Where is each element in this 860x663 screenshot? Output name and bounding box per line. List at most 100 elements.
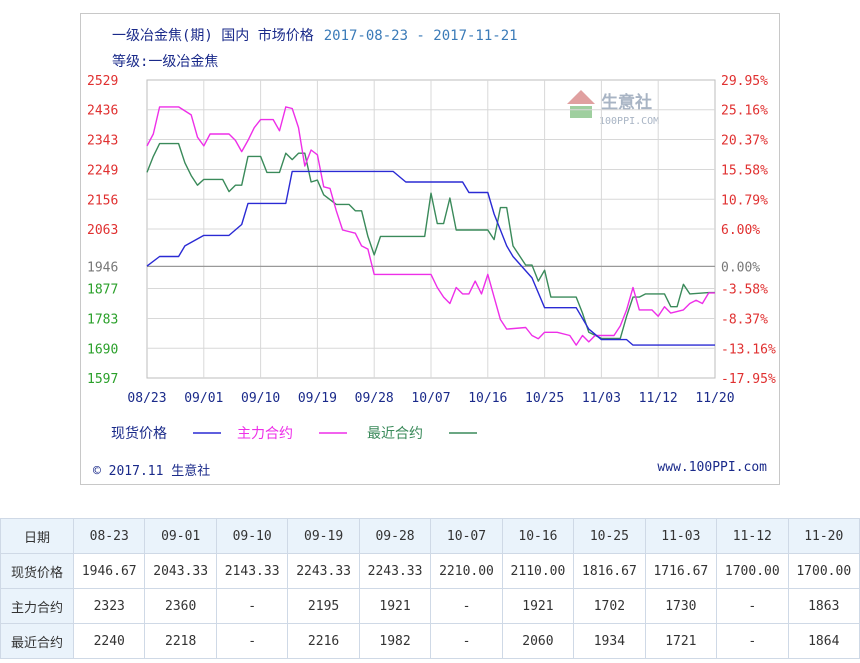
table-cell: 2143.33 — [215, 553, 289, 589]
table-cell: 1730 — [644, 588, 718, 624]
x-tick-label: 09/10 — [241, 391, 280, 406]
y-tick-label-right: -13.16% — [721, 342, 776, 357]
table-cell: 1702 — [573, 588, 646, 624]
table-row: 主力合约 2323 2360-2195 1921-1921 1702 1730-1863 — [0, 588, 860, 624]
x-tick-label: 10/25 — [525, 391, 564, 406]
table-header-date: 09-01 — [144, 518, 217, 554]
table-cell: - — [716, 623, 789, 659]
x-tick-label: 10/16 — [468, 391, 507, 406]
table-cell: 2323 — [72, 588, 146, 624]
x-tick-label: 10/07 — [411, 391, 450, 406]
chart-title: 一级冶金焦(期) 国内 市场价格 — [112, 28, 314, 44]
line-chart: 生意社 100PPI.COM 08/23 09/01 09/10 09/19 09/28 10… — [87, 74, 776, 442]
table-cell: 2210.00 — [430, 553, 503, 589]
y-tick-label-left: 2343 — [87, 133, 118, 148]
table-row-label: 最近合约 — [0, 623, 74, 659]
table-cell: 1921 — [501, 588, 575, 624]
y-tick-label-left: 1946 — [87, 260, 118, 275]
watermark-logo-icon — [567, 90, 595, 104]
table-header-date: 11-03 — [644, 518, 718, 554]
table-cell: - — [430, 623, 503, 659]
y-tick-label-left: 2249 — [87, 164, 118, 179]
table-cell: - — [215, 588, 289, 624]
table-cell: 1863 — [787, 588, 860, 624]
table-cell: 1982 — [358, 623, 432, 659]
price-table: 日期 08-23 09-01 09-10 09-19 09-28 10-07 10-16 10-… — [0, 518, 860, 659]
table-cell: 2110.00 — [501, 553, 575, 589]
y-tick-label-left: 1597 — [87, 372, 118, 387]
table-cell: 1816.67 — [573, 553, 646, 589]
x-tick-label: 11/03 — [582, 391, 621, 406]
y-tick-label-right: 6.00% — [721, 223, 760, 238]
chart-title-line: 一级冶金焦(期) 国内 市场价格 2017-08-23 - 2017-11-21 — [112, 25, 518, 45]
table-cell: - — [716, 588, 789, 624]
y-tick-label-left: 1783 — [87, 313, 118, 328]
series-line-near — [146, 142, 715, 340]
table-header-date: 11-20 — [787, 518, 860, 554]
table-row: 最近合约 2240 2218-2216 1982-2060 1934 1721-1864 — [0, 623, 860, 659]
x-tick-label: 09/01 — [184, 391, 223, 406]
footer-site-link[interactable]: www.100PPI.com — [657, 460, 767, 475]
table-row-label: 主力合约 — [0, 588, 74, 624]
y-tick-label-left: 1877 — [87, 282, 118, 297]
watermark-brand: 生意社 — [601, 92, 652, 113]
x-tick-label: 09/19 — [298, 391, 337, 406]
table-cell: 2060 — [501, 623, 575, 659]
y-tick-label-right: 29.95% — [721, 74, 768, 89]
table-cell: 1716.67 — [644, 553, 718, 589]
table-cell: 1934 — [573, 623, 646, 659]
x-tick-label: 11/12 — [639, 391, 678, 406]
watermark-url: 100PPI.COM — [599, 116, 659, 127]
table-cell: 1946.67 — [72, 553, 146, 589]
footer-copyright: © 2017.11 生意社 — [93, 464, 211, 479]
y-tick-label-left: 2063 — [87, 223, 118, 238]
y-tick-label-right: -17.95% — [721, 372, 776, 387]
y-tick-label-right: -3.58% — [721, 282, 768, 297]
table-cell: 2360 — [144, 588, 217, 624]
table-header-date: 10-25 — [573, 518, 646, 554]
y-tick-label-right: 10.79% — [721, 193, 768, 208]
table-cell: 2240 — [72, 623, 146, 659]
y-tick-label-right: -8.37% — [721, 313, 768, 328]
table-header-date: 09-10 — [215, 518, 289, 554]
y-tick-label-right: 15.58% — [721, 164, 768, 179]
chart-grade: 等级:一级冶金焦 — [112, 54, 219, 70]
table-header-row: 日期 08-23 09-01 09-10 09-19 09-28 10-07 10-16 10-… — [0, 518, 860, 554]
series-line-main — [146, 106, 715, 346]
y-tick-label-left: 2436 — [87, 104, 118, 119]
chart-panel: 一级冶金焦(期) 国内 市场价格 2017-08-23 - 2017-11-21 … — [80, 13, 780, 485]
table-cell: 2243.33 — [358, 553, 432, 589]
table-header-label: 日期 — [0, 518, 74, 554]
series-line-spot — [146, 170, 715, 346]
table-header-date: 08-23 — [72, 518, 146, 554]
table-cell: - — [215, 623, 289, 659]
legend-label-spot: 现货价格 — [111, 425, 167, 442]
table-cell: - — [430, 588, 503, 624]
y-tick-label-left: 2156 — [87, 193, 118, 208]
table-cell: 1921 — [358, 588, 432, 624]
table-header-date: 11-12 — [716, 518, 789, 554]
watermark-logo-base-icon — [570, 106, 592, 118]
table-cell: 1700.00 — [787, 553, 860, 589]
y-tick-label-right: 25.16% — [721, 104, 768, 119]
table-cell: 2243.33 — [287, 553, 360, 589]
table-header-date: 09-19 — [287, 518, 360, 554]
y-tick-label-right: 0.00% — [721, 260, 760, 275]
legend-label-near: 最近合约 — [367, 426, 423, 442]
table-cell: 1700.00 — [716, 553, 789, 589]
legend-label-main: 主力合约 — [237, 426, 293, 442]
table-row-label: 现货价格 — [0, 553, 74, 589]
y-tick-label-right: 20.37% — [721, 133, 768, 148]
x-tick-label: 11/20 — [695, 391, 734, 406]
y-tick-label-left: 2529 — [87, 74, 118, 89]
table-cell: 2216 — [287, 623, 360, 659]
x-tick-label: 09/28 — [355, 391, 394, 406]
table-cell: 2218 — [144, 623, 217, 659]
table-header-date: 10-16 — [501, 518, 575, 554]
table-header-date: 09-28 — [358, 518, 432, 554]
chart-date-range: 2017-08-23 - 2017-11-21 — [323, 28, 518, 44]
table-header-date: 10-07 — [430, 518, 503, 554]
x-tick-label: 08/23 — [127, 391, 166, 406]
table-cell: 1864 — [787, 623, 860, 659]
table-row: 现货价格 1946.67 2043.33 2143.33 2243.33 2243.33 2… — [0, 553, 860, 589]
